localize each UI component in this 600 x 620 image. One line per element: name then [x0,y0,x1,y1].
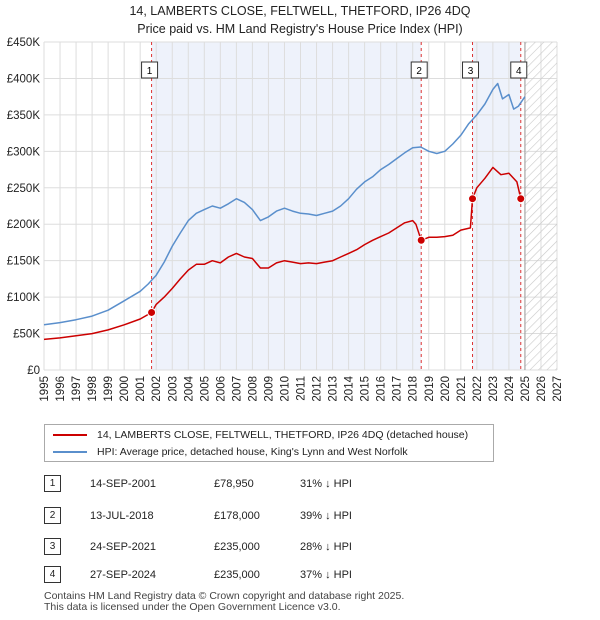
x-tick-label: 2013 [328,376,340,402]
transaction-hpi-diff: 37% ↓ HPI [300,569,352,581]
transaction-date: 13-JUL-2018 [90,510,154,522]
transaction-number: 4 [44,566,61,583]
x-tick-label: 2011 [296,376,308,401]
legend-label-hpi: HPI: Average price, detached house, King… [97,446,408,458]
price-chart: 14, LAMBERTS CLOSE, FELTWELL, THETFORD, … [7,4,564,402]
transaction-label-text: 4 [516,66,522,77]
transaction-label-text: 3 [468,66,474,77]
legend-item-hpi: HPI: Average price, detached house, King… [53,444,408,460]
transaction-point [147,307,157,317]
x-axis-ticks: 1995 1996 1997 1998 1999 2000 2001 2002 2003 2004… [39,375,564,401]
legend-swatch-blue [53,451,87,454]
ownership-shade [151,42,422,370]
x-tick-label: 2002 [151,376,163,402]
x-tick-label: 1996 [55,376,67,402]
x-tick-label: 2000 [119,376,131,402]
transaction-number: 3 [44,538,61,555]
y-tick-label: £350K [7,110,41,122]
x-tick-label: 2009 [263,376,275,402]
footer-line-2: This data is licensed under the Open Gov… [44,601,341,613]
x-tick-label: 1995 [39,376,51,402]
y-tick-label: £450K [7,37,41,49]
footer-attribution: Contains HM Land Registry data © Crown c… [44,591,404,613]
x-tick-label: 2021 [456,376,468,402]
transaction-number: 2 [44,507,61,524]
x-tick-label: 2020 [440,376,452,402]
x-tick-label: 2016 [376,376,388,402]
x-tick-label: 2007 [231,376,243,402]
x-tick-label: 2025 [520,376,532,402]
transaction-point [416,235,426,245]
legend: 14, LAMBERTS CLOSE, FELTWELL, THETFORD, … [44,424,494,462]
transaction-label-box [510,61,528,79]
transaction-labels: 1 2 3 4 [141,61,528,79]
x-tick-label: 2004 [183,375,195,401]
transaction-price: £78,950 [214,478,254,490]
y-tick-label: £250K [7,183,41,195]
x-tick-label: 2014 [344,375,356,401]
x-tick-label: 2015 [360,376,372,402]
transaction-date: 27-SEP-2024 [90,569,157,581]
x-tick-label: 2022 [472,376,484,402]
x-tick-label: 2026 [536,376,548,402]
y-tick-label: £200K [7,219,41,231]
transaction-price: £235,000 [214,569,260,581]
x-tick-label: 2008 [247,376,259,402]
property-price-line [43,166,522,341]
x-tick-label: 2006 [215,376,227,402]
y-tick-label: £150K [7,256,41,268]
x-tick-label: 1999 [103,376,115,402]
transaction-number: 1 [44,475,61,492]
x-tick-label: 2024 [504,375,516,401]
x-tick-label: 2018 [408,376,420,402]
transaction-label-box [141,61,159,79]
transaction-price: £235,000 [214,541,260,553]
x-tick-label: 2010 [279,376,291,402]
x-tick-label: 2023 [488,376,500,402]
transaction-label-text: 1 [147,66,153,77]
y-tick-label: £0 [27,365,40,377]
transaction-hpi-diff: 28% ↓ HPI [300,541,352,553]
transaction-date: 24-SEP-2021 [90,541,157,553]
chart-title: 14, LAMBERTS CLOSE, FELTWELL, THETFORD, … [129,4,470,18]
transaction-hpi-diff: 31% ↓ HPI [300,478,352,490]
transaction-hpi-diff: 39% ↓ HPI [300,510,352,522]
transaction-label-box [410,61,428,79]
forecast-hatch [524,42,557,370]
x-tick-label: 2001 [135,376,147,402]
x-tick-label: 2005 [199,376,211,402]
ownership-shade [472,42,521,370]
x-tick-label: 2003 [167,376,179,402]
x-tick-label: 1997 [71,376,83,402]
y-tick-label: £100K [7,292,41,304]
transaction-point [516,194,526,204]
y-axis-ticks: £0 £50K £100K £150K £200K £250K £300K £350K £400… [7,37,41,377]
y-tick-label: £400K [7,73,41,85]
transaction-label-box [462,61,480,79]
footer-line-1: Contains HM Land Registry data © Crown c… [44,590,405,602]
x-tick-label: 2017 [392,376,404,402]
transaction-date: 14-SEP-2001 [90,478,157,490]
hpi-line [43,82,526,326]
y-tick-label: £300K [7,146,41,158]
chart-subtitle: Price paid vs. HM Land Registry's House … [137,22,462,36]
legend-swatch-red [53,434,87,437]
forecast-region [524,42,557,370]
transaction-points [147,194,526,317]
legend-item-property: 14, LAMBERTS CLOSE, FELTWELL, THETFORD, … [53,427,468,443]
series-lines [43,82,526,341]
x-tick-label: 2019 [424,376,436,402]
x-tick-label: 1998 [87,376,99,402]
transaction-point [468,194,478,204]
transaction-label-text: 2 [416,66,422,77]
y-tick-label: £50K [13,329,40,341]
legend-label-property: 14, LAMBERTS CLOSE, FELTWELL, THETFORD, … [97,429,469,441]
transaction-price: £178,000 [214,510,260,522]
x-tick-label: 2027 [552,376,564,402]
x-tick-label: 2012 [312,376,324,402]
